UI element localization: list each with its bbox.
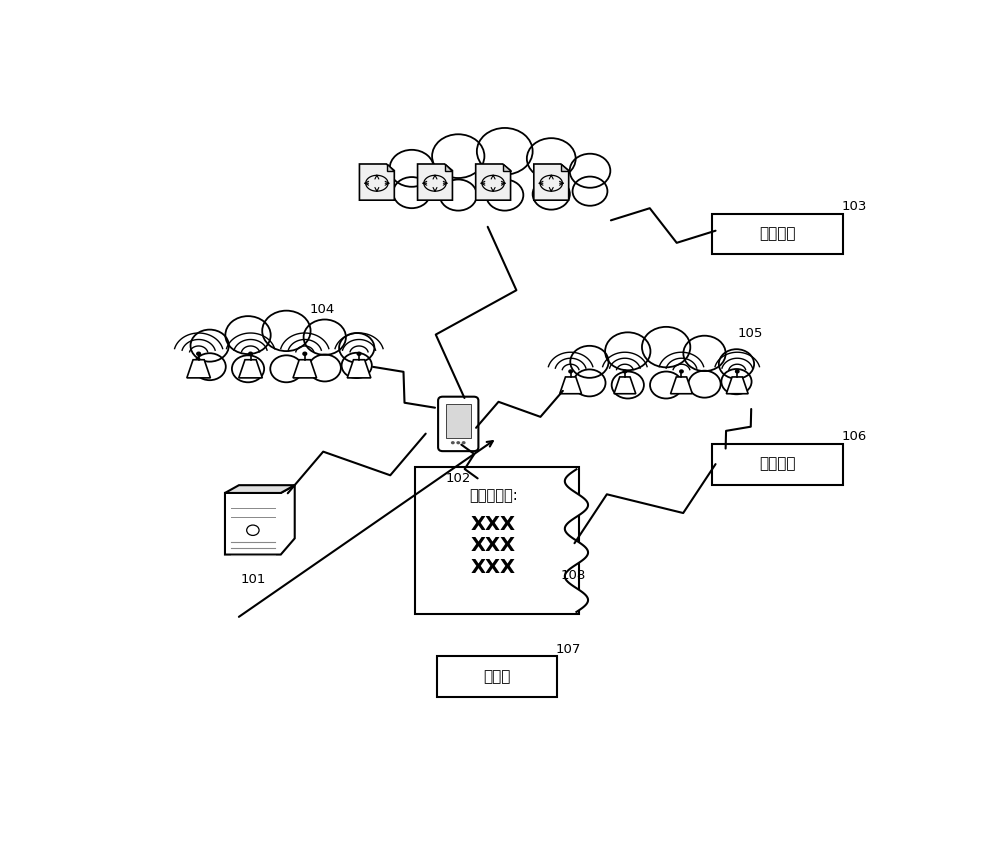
Polygon shape — [445, 164, 452, 171]
Text: XXX: XXX — [471, 558, 516, 578]
Circle shape — [451, 441, 455, 445]
Circle shape — [605, 333, 650, 370]
Circle shape — [527, 138, 576, 179]
Circle shape — [339, 333, 374, 363]
Circle shape — [683, 336, 726, 371]
Polygon shape — [239, 360, 262, 378]
Circle shape — [225, 316, 271, 354]
Text: 106: 106 — [841, 430, 866, 444]
Polygon shape — [671, 377, 692, 394]
Polygon shape — [387, 164, 394, 171]
Circle shape — [304, 319, 346, 354]
Circle shape — [612, 371, 644, 398]
Polygon shape — [534, 164, 569, 200]
Polygon shape — [347, 360, 371, 378]
Polygon shape — [503, 164, 511, 171]
Circle shape — [533, 179, 570, 210]
Circle shape — [570, 154, 610, 188]
Circle shape — [249, 352, 252, 355]
Circle shape — [270, 355, 303, 382]
Text: 108: 108 — [561, 569, 586, 582]
FancyBboxPatch shape — [712, 444, 843, 484]
Circle shape — [736, 370, 739, 373]
Circle shape — [721, 369, 752, 394]
Polygon shape — [561, 164, 569, 171]
Circle shape — [191, 329, 229, 362]
Circle shape — [688, 370, 721, 397]
Text: 短报文信息:: 短报文信息: — [469, 488, 518, 503]
Circle shape — [456, 441, 460, 445]
Circle shape — [309, 354, 341, 381]
Circle shape — [570, 346, 609, 378]
Circle shape — [342, 353, 372, 378]
Circle shape — [719, 349, 754, 379]
Circle shape — [573, 370, 606, 397]
Circle shape — [432, 134, 484, 178]
Text: XXX: XXX — [471, 515, 516, 534]
Circle shape — [642, 327, 690, 367]
Circle shape — [197, 352, 200, 355]
Polygon shape — [614, 377, 636, 394]
Circle shape — [194, 353, 226, 381]
Circle shape — [357, 352, 361, 355]
Circle shape — [477, 128, 533, 174]
Text: 定位结果: 定位结果 — [759, 226, 796, 242]
Polygon shape — [359, 164, 394, 200]
Polygon shape — [726, 377, 748, 394]
FancyBboxPatch shape — [415, 467, 579, 614]
Circle shape — [262, 311, 311, 351]
Circle shape — [573, 177, 607, 205]
FancyBboxPatch shape — [446, 404, 471, 438]
Text: 107: 107 — [556, 643, 581, 656]
Text: 105: 105 — [737, 327, 763, 339]
Polygon shape — [187, 360, 210, 378]
Text: 101: 101 — [240, 573, 266, 586]
Polygon shape — [560, 377, 582, 394]
Circle shape — [440, 179, 477, 210]
Polygon shape — [225, 485, 295, 493]
FancyBboxPatch shape — [438, 397, 478, 451]
Text: 寻址结果: 寻址结果 — [759, 456, 796, 472]
Polygon shape — [225, 485, 295, 555]
Text: 103: 103 — [841, 200, 866, 213]
Circle shape — [650, 371, 682, 398]
Text: XXX: XXX — [471, 536, 516, 556]
Circle shape — [303, 352, 307, 355]
Circle shape — [462, 441, 466, 445]
FancyBboxPatch shape — [712, 214, 843, 254]
Circle shape — [393, 177, 430, 208]
Circle shape — [232, 355, 264, 382]
Text: 102: 102 — [446, 472, 471, 485]
Text: 区域库: 区域库 — [483, 669, 511, 685]
Circle shape — [486, 179, 523, 210]
Circle shape — [390, 150, 434, 187]
Circle shape — [247, 525, 259, 536]
Circle shape — [680, 370, 683, 373]
Circle shape — [623, 370, 627, 373]
Polygon shape — [293, 360, 317, 378]
Circle shape — [569, 370, 572, 373]
FancyBboxPatch shape — [437, 657, 557, 697]
Polygon shape — [418, 164, 452, 200]
Polygon shape — [476, 164, 511, 200]
Text: 104: 104 — [309, 303, 335, 317]
